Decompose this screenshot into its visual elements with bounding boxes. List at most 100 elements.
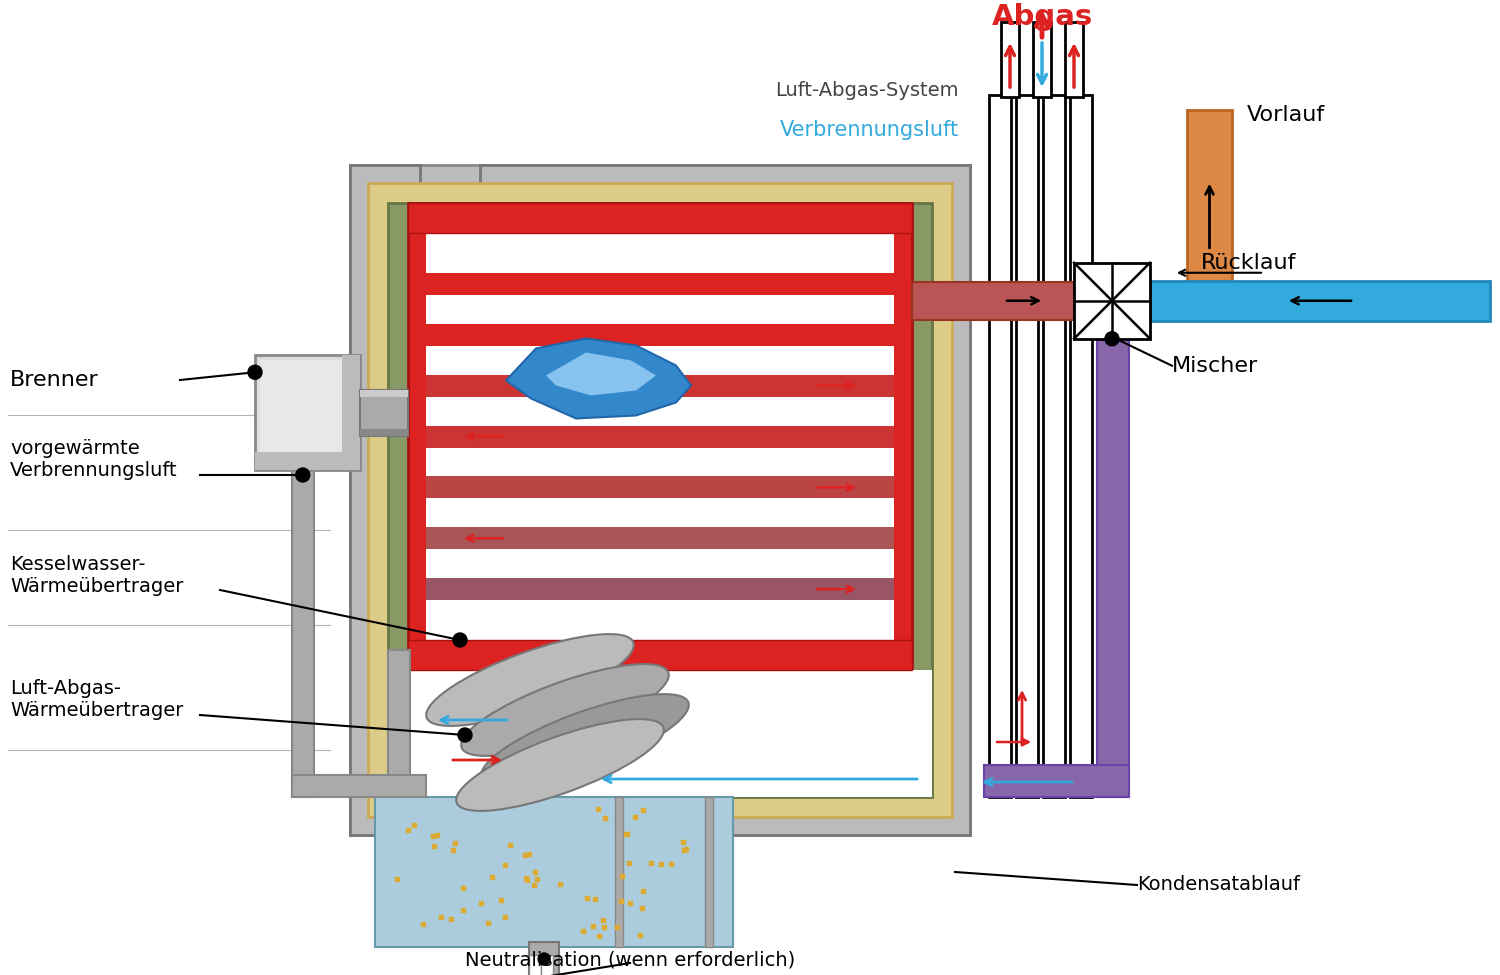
Point <box>549 877 573 892</box>
Point <box>513 846 537 862</box>
Bar <box>705 797 712 947</box>
Bar <box>408 203 912 233</box>
Point <box>524 864 548 879</box>
Bar <box>342 355 360 470</box>
Point <box>424 827 448 842</box>
Point <box>592 810 616 826</box>
Bar <box>388 650 410 775</box>
Bar <box>360 389 408 397</box>
Ellipse shape <box>426 634 634 726</box>
Bar <box>408 203 912 670</box>
Point <box>639 855 663 871</box>
Point <box>586 928 610 944</box>
Bar <box>388 203 932 797</box>
Bar <box>530 955 542 975</box>
Point <box>674 841 698 857</box>
Bar <box>615 797 622 947</box>
Circle shape <box>453 633 466 647</box>
Point <box>572 923 596 939</box>
Point <box>586 801 610 817</box>
Bar <box>368 183 952 817</box>
Point <box>525 872 549 887</box>
Ellipse shape <box>460 664 669 756</box>
Bar <box>426 425 894 448</box>
Text: Mischer: Mischer <box>1172 356 1258 375</box>
Point <box>440 911 464 926</box>
Point <box>672 842 696 858</box>
Point <box>591 913 615 928</box>
Text: Luft-Abgas-System: Luft-Abgas-System <box>776 81 958 99</box>
Point <box>441 842 465 858</box>
Point <box>574 890 598 906</box>
Circle shape <box>296 468 309 482</box>
Bar <box>291 470 314 797</box>
Point <box>604 919 628 935</box>
Text: Neutralisation (wenn erforderlich): Neutralisation (wenn erforderlich) <box>465 951 795 970</box>
Bar <box>350 165 970 835</box>
Bar <box>426 527 894 549</box>
Bar <box>1074 282 1092 320</box>
Ellipse shape <box>456 720 664 811</box>
Text: Verbrennungsluft: Verbrennungsluft <box>780 120 958 140</box>
Bar <box>1186 110 1231 300</box>
Point <box>442 836 466 851</box>
Point <box>450 903 474 918</box>
Bar <box>1074 262 1150 338</box>
Point <box>615 826 639 841</box>
Point <box>494 910 517 925</box>
Bar <box>408 640 912 670</box>
Bar <box>1000 22 1018 97</box>
Text: Vorlauf: Vorlauf <box>1246 105 1326 125</box>
Point <box>489 892 513 908</box>
Point <box>616 855 640 871</box>
Bar <box>426 578 894 601</box>
Point <box>494 857 517 873</box>
Text: Brenner: Brenner <box>10 370 99 390</box>
Point <box>672 835 696 850</box>
Bar <box>1034 22 1052 97</box>
Bar <box>1016 95 1038 797</box>
Bar <box>530 942 560 975</box>
Point <box>450 880 474 896</box>
Point <box>411 916 435 931</box>
Point <box>470 896 494 912</box>
Point <box>518 846 542 862</box>
Point <box>614 827 638 842</box>
Bar <box>426 273 894 294</box>
Point <box>630 900 654 916</box>
Bar <box>255 452 360 470</box>
Bar <box>426 477 894 498</box>
Circle shape <box>458 728 472 742</box>
Bar <box>1096 320 1130 797</box>
Point <box>632 882 656 898</box>
Bar <box>260 360 356 465</box>
Bar <box>255 355 360 470</box>
Point <box>498 838 522 853</box>
Text: Kesselwasser-
Wärmeübertrager: Kesselwasser- Wärmeübertrager <box>10 555 183 596</box>
Bar <box>912 282 1096 320</box>
Bar <box>542 955 554 975</box>
Point <box>476 916 500 931</box>
Point <box>610 868 634 883</box>
Text: Luft-Abgas-
Wärmeübertrager: Luft-Abgas- Wärmeübertrager <box>10 680 183 721</box>
Point <box>514 870 538 885</box>
Point <box>386 871 410 886</box>
Bar <box>1070 95 1092 797</box>
Bar <box>426 203 894 652</box>
Bar <box>988 95 1011 797</box>
Point <box>628 927 652 943</box>
Bar <box>291 775 426 797</box>
Point <box>658 856 682 872</box>
Point <box>632 802 656 818</box>
Text: vorgewärmte
Verbrennungsluft: vorgewärmte Verbrennungsluft <box>10 440 177 481</box>
Point <box>580 918 604 934</box>
Bar <box>984 765 1130 797</box>
Point <box>522 877 546 892</box>
Point <box>514 873 538 888</box>
Point <box>582 891 606 907</box>
Bar <box>1042 95 1065 797</box>
Point <box>429 909 453 924</box>
Point <box>618 895 642 911</box>
Point <box>591 919 615 935</box>
Bar <box>360 389 408 436</box>
